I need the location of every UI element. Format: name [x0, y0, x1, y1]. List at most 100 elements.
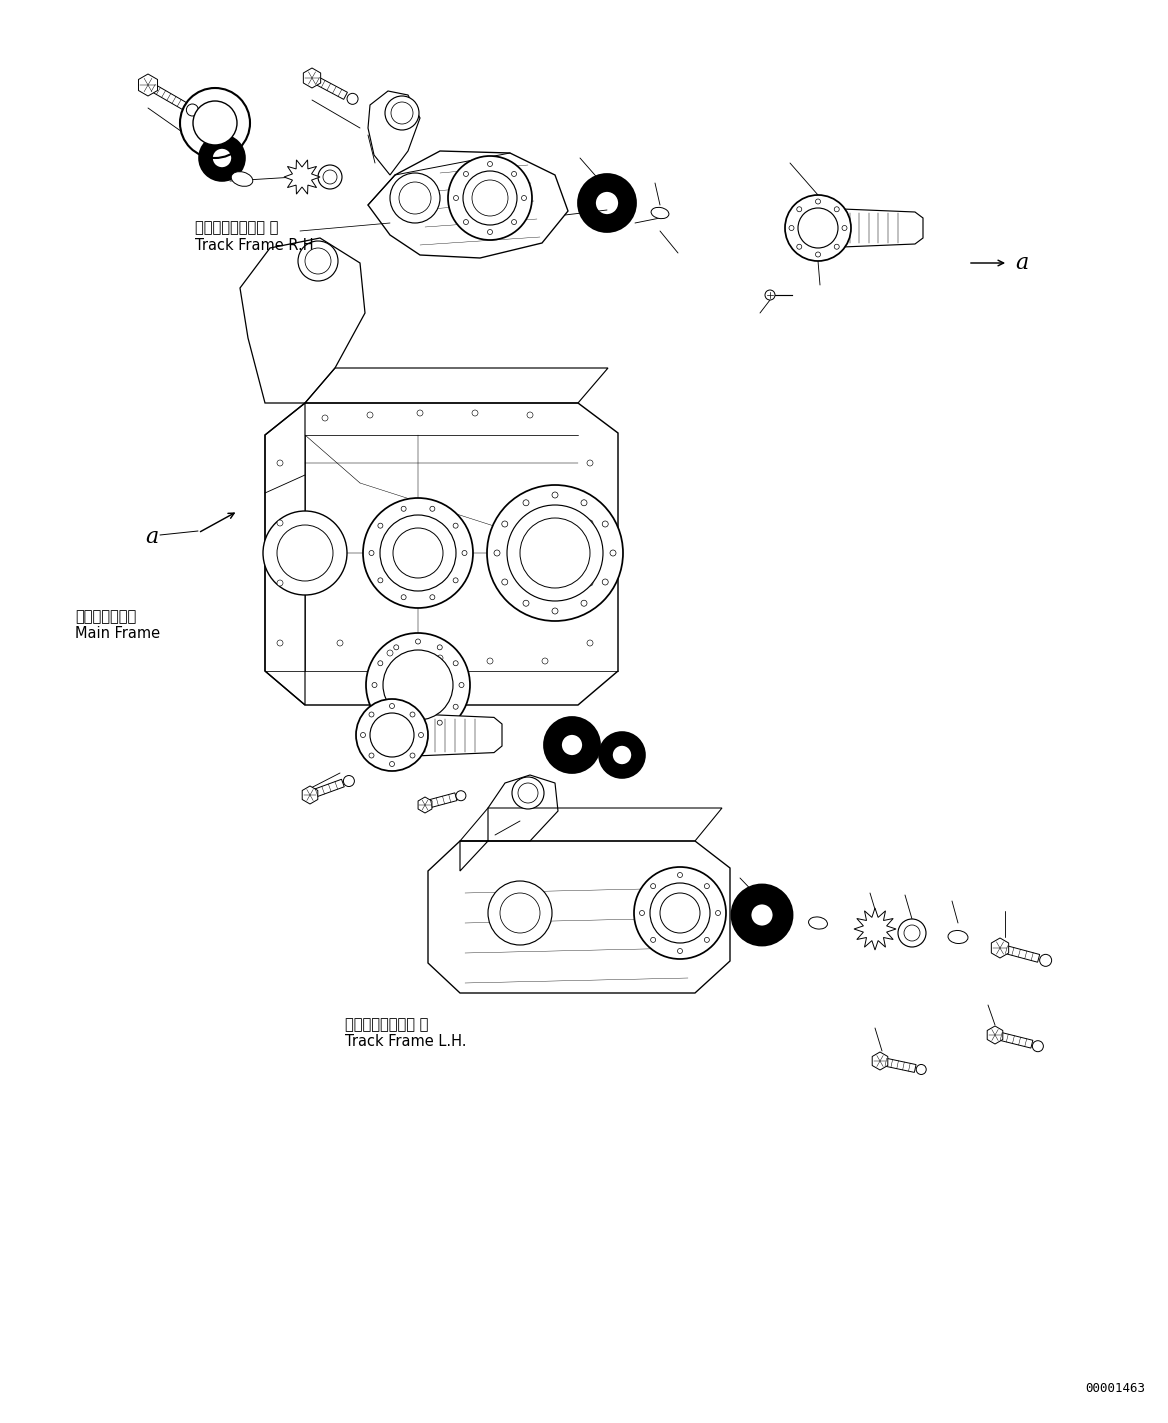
- Circle shape: [418, 733, 424, 737]
- Polygon shape: [994, 1032, 1033, 1049]
- Circle shape: [277, 460, 283, 465]
- Circle shape: [390, 174, 440, 223]
- Circle shape: [512, 219, 516, 225]
- Circle shape: [487, 229, 493, 235]
- Circle shape: [517, 783, 538, 803]
- Circle shape: [401, 507, 406, 511]
- Circle shape: [456, 791, 466, 801]
- Circle shape: [389, 703, 395, 709]
- Polygon shape: [392, 713, 502, 757]
- Circle shape: [369, 551, 374, 555]
- Circle shape: [765, 290, 776, 300]
- Circle shape: [277, 525, 333, 581]
- Text: a: a: [1015, 252, 1028, 275]
- Circle shape: [610, 551, 616, 556]
- Circle shape: [369, 712, 374, 717]
- Circle shape: [580, 499, 588, 505]
- Circle shape: [521, 195, 527, 201]
- Polygon shape: [146, 81, 187, 110]
- Circle shape: [370, 713, 413, 757]
- Polygon shape: [992, 938, 1009, 958]
- Polygon shape: [854, 908, 896, 951]
- Circle shape: [834, 245, 840, 249]
- Text: Track Frame L.H.: Track Frame L.H.: [345, 1035, 466, 1050]
- Ellipse shape: [948, 931, 968, 943]
- Circle shape: [361, 733, 366, 737]
- Circle shape: [463, 171, 517, 225]
- Circle shape: [842, 225, 847, 231]
- Circle shape: [430, 595, 434, 599]
- Circle shape: [453, 704, 458, 709]
- Circle shape: [502, 579, 508, 585]
- Circle shape: [512, 777, 544, 810]
- Circle shape: [322, 416, 328, 421]
- Circle shape: [369, 753, 374, 758]
- Polygon shape: [872, 1052, 888, 1070]
- Ellipse shape: [808, 916, 827, 929]
- Circle shape: [430, 507, 434, 511]
- Circle shape: [815, 199, 820, 203]
- Circle shape: [651, 884, 710, 943]
- Circle shape: [588, 581, 593, 586]
- Circle shape: [263, 511, 347, 595]
- Circle shape: [347, 94, 359, 104]
- Polygon shape: [303, 785, 318, 804]
- Ellipse shape: [651, 208, 669, 219]
- Circle shape: [463, 551, 467, 555]
- Circle shape: [904, 925, 920, 941]
- Polygon shape: [284, 159, 320, 194]
- Circle shape: [916, 1064, 926, 1074]
- Polygon shape: [308, 780, 345, 798]
- Circle shape: [416, 639, 420, 645]
- Circle shape: [449, 157, 531, 240]
- Circle shape: [401, 595, 406, 599]
- Circle shape: [677, 872, 682, 878]
- Circle shape: [366, 633, 470, 737]
- Polygon shape: [418, 797, 432, 813]
- Circle shape: [417, 410, 423, 416]
- Circle shape: [277, 640, 283, 646]
- Circle shape: [790, 225, 794, 231]
- Circle shape: [512, 171, 516, 176]
- Circle shape: [640, 911, 645, 915]
- Text: メインフレーム: メインフレーム: [75, 609, 137, 625]
- Polygon shape: [424, 793, 457, 808]
- Polygon shape: [818, 208, 923, 248]
- Circle shape: [523, 601, 529, 606]
- Circle shape: [343, 776, 354, 787]
- Circle shape: [488, 881, 552, 945]
- Circle shape: [324, 169, 338, 184]
- Circle shape: [378, 578, 383, 583]
- Circle shape: [394, 645, 398, 650]
- Circle shape: [797, 245, 801, 249]
- Circle shape: [318, 165, 342, 189]
- Circle shape: [898, 919, 926, 946]
- Circle shape: [363, 498, 473, 608]
- Circle shape: [580, 601, 588, 606]
- Text: a: a: [145, 527, 158, 548]
- Circle shape: [487, 161, 493, 166]
- Circle shape: [552, 492, 558, 498]
- Circle shape: [677, 949, 682, 953]
- Circle shape: [377, 704, 383, 709]
- Text: Main Frame: Main Frame: [75, 626, 160, 642]
- Circle shape: [797, 206, 801, 212]
- Circle shape: [542, 657, 548, 665]
- Polygon shape: [880, 1057, 916, 1073]
- Circle shape: [378, 524, 383, 528]
- Circle shape: [389, 761, 395, 767]
- Circle shape: [391, 102, 413, 124]
- Circle shape: [453, 524, 458, 528]
- Polygon shape: [304, 68, 321, 88]
- Circle shape: [380, 515, 456, 591]
- Circle shape: [785, 195, 851, 260]
- Circle shape: [277, 581, 283, 586]
- Circle shape: [437, 720, 443, 726]
- Circle shape: [507, 505, 603, 601]
- Circle shape: [464, 219, 468, 225]
- Circle shape: [297, 172, 307, 182]
- Text: トラックフレーム 左: トラックフレーム 左: [345, 1017, 429, 1033]
- Polygon shape: [999, 943, 1040, 962]
- Circle shape: [459, 683, 464, 687]
- Circle shape: [277, 519, 283, 527]
